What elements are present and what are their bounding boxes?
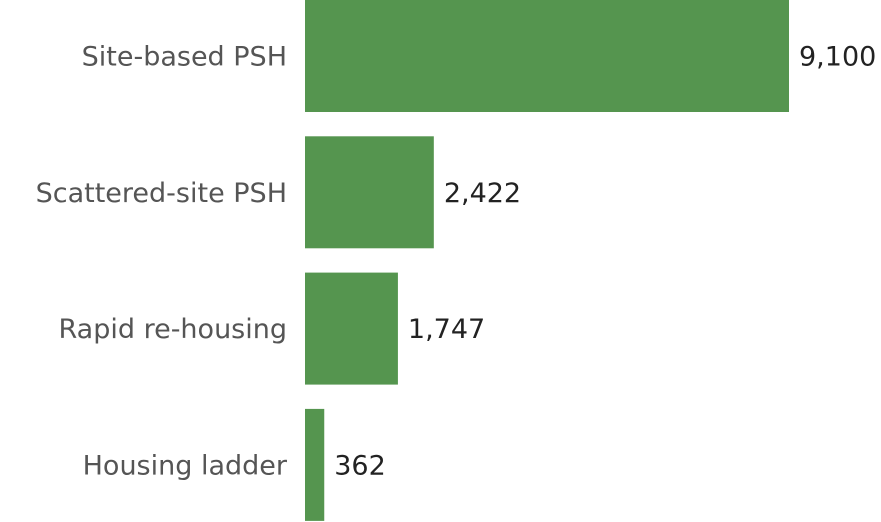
value-label: 2,422 [444, 178, 521, 209]
category-label: Rapid re-housing [59, 314, 288, 345]
bar [305, 136, 434, 249]
value-label: 362 [334, 450, 386, 481]
bar [305, 0, 789, 112]
value-label: 9,100 [799, 42, 876, 73]
bar [305, 272, 398, 385]
value-label: 1,747 [408, 314, 485, 345]
category-label: Site-based PSH [82, 42, 287, 73]
bar [305, 408, 325, 521]
category-label: Housing ladder [83, 450, 288, 481]
category-label: Scattered-site PSH [36, 178, 287, 209]
